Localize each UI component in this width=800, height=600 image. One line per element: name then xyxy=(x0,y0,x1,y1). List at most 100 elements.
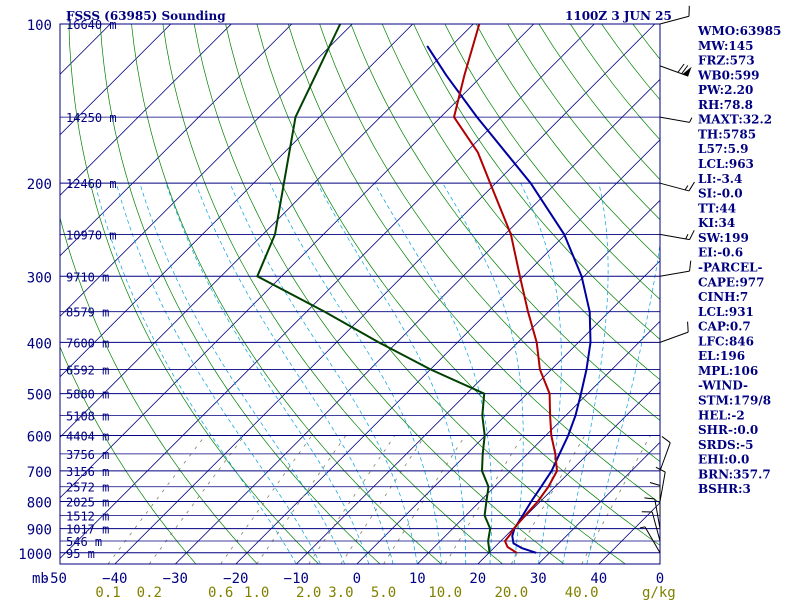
temperature-tick-label: 40 xyxy=(590,571,607,587)
index-value: MPL:106 xyxy=(698,364,758,378)
wind-barb xyxy=(641,511,661,542)
height-label: 12460 m xyxy=(66,177,117,191)
height-label: 14250 m xyxy=(66,111,117,125)
dry-adiabat-line xyxy=(413,24,660,340)
temperature-tick-label: 0 xyxy=(353,571,361,587)
index-value: CINH:7 xyxy=(698,290,748,304)
height-label: 16640 m xyxy=(66,18,117,32)
height-label: 10970 m xyxy=(66,228,117,242)
mixing-ratio-line xyxy=(510,435,586,564)
index-value: BRN:357.7 xyxy=(698,467,771,481)
height-label: 7600 m xyxy=(66,336,109,350)
mixing-ratio-line xyxy=(107,435,206,564)
index-value: WB0:599 xyxy=(697,68,759,82)
dry-adiabat-line xyxy=(570,24,660,141)
temperature-tick-label: 30 xyxy=(530,571,547,587)
index-value: STM:179/8 xyxy=(698,394,771,408)
pressure-label: 100 xyxy=(27,18,52,34)
height-label: 95 m xyxy=(66,547,95,561)
index-value: EL:196 xyxy=(698,349,745,363)
index-value: BSHR:3 xyxy=(698,482,751,496)
dry-adiabat-line xyxy=(381,24,660,381)
isotherm-line xyxy=(114,24,656,564)
sounding-time: 1100Z 3 JUN 25 xyxy=(565,9,672,23)
height-label: 546 m xyxy=(66,535,102,549)
pressure-label: 200 xyxy=(27,177,52,193)
dry-adiabat-line xyxy=(758,24,800,564)
mixing-ratio-label: 2.0 xyxy=(296,585,321,600)
temperature-tick-label: −20 xyxy=(223,571,248,587)
temperature-tick-label: -50 xyxy=(42,571,67,587)
index-value: TT:44 xyxy=(698,201,736,215)
dry-adiabat-line xyxy=(319,24,660,462)
index-value: SRDS:-5 xyxy=(698,438,753,452)
mixing-ratio-label: 20.0 xyxy=(494,585,528,600)
mixing-ratio-unit: g/kg xyxy=(642,585,676,600)
pressure-label: 700 xyxy=(27,465,52,481)
dry-adiabat-line xyxy=(287,24,660,504)
pressure-label: 400 xyxy=(27,336,52,352)
isotherm-line xyxy=(60,24,595,559)
moist-adiabat-line xyxy=(139,183,346,564)
dry-adiabat-line xyxy=(225,24,626,564)
wind-barb xyxy=(659,181,695,192)
indices-panel: WMO:63985MW:145FRZ:573WB0:599PW:2.20RH:7… xyxy=(697,24,781,496)
mixing-ratio-label: 10.0 xyxy=(428,585,462,600)
dry-adiabat-line xyxy=(131,24,442,564)
index-value: SI:-0.0 xyxy=(698,187,743,201)
isotherm-line xyxy=(356,260,660,564)
isotherm-line xyxy=(60,24,535,499)
wind-barb xyxy=(655,466,666,502)
index-value: TH:5785 xyxy=(698,127,756,141)
temperature-tick-label: −40 xyxy=(102,571,127,587)
height-label: 2572 m xyxy=(66,481,109,495)
height-label: 3156 m xyxy=(66,465,109,479)
isotherm-line xyxy=(60,24,414,378)
index-value: L57:5.9 xyxy=(698,142,748,156)
mixing-ratio-label: 40.0 xyxy=(565,585,599,600)
mixing-ratio-label: 5.0 xyxy=(371,585,396,600)
pressure-label: 800 xyxy=(27,496,52,512)
wind-barb xyxy=(659,116,693,123)
height-label: 9710 m xyxy=(66,270,109,284)
wind-barb xyxy=(644,497,661,529)
height-label: 8579 m xyxy=(66,306,109,320)
moist-adiabat-line xyxy=(94,183,297,564)
index-value: CAPE:977 xyxy=(698,275,765,289)
wind-barb xyxy=(659,321,689,343)
isotherm-line xyxy=(60,24,293,257)
isotherm-line xyxy=(538,441,660,564)
moist-adiabat-line xyxy=(374,183,493,564)
temperature-line xyxy=(452,24,559,554)
station-title: FSSS (63985) Sounding xyxy=(66,9,226,23)
isotherm-line xyxy=(417,320,660,564)
isotherm-line xyxy=(235,139,660,564)
mixing-ratio-line xyxy=(220,435,313,564)
moist-adiabat-line xyxy=(116,183,321,564)
dry-adiabat-line xyxy=(193,24,565,564)
wind-barbs xyxy=(639,5,695,554)
height-label: 3756 m xyxy=(66,448,109,462)
height-label: 1512 m xyxy=(66,509,109,523)
dry-adiabat-line xyxy=(99,24,381,564)
index-value: HEL:-2 xyxy=(698,408,745,422)
corner-label: 0 xyxy=(656,571,664,587)
index-value: -WIND- xyxy=(698,379,748,393)
wind-barb xyxy=(639,526,661,554)
dry-adiabat-line xyxy=(444,24,660,300)
profiles xyxy=(256,24,592,554)
index-value: KI:34 xyxy=(698,216,735,230)
pressure-label: 600 xyxy=(27,429,52,445)
index-value: -PARCEL- xyxy=(698,260,763,274)
height-label: 2025 m xyxy=(66,496,109,510)
moist-adiabat-line xyxy=(229,183,418,564)
dry-adiabat-line xyxy=(162,24,503,564)
wind-barb xyxy=(659,63,692,77)
moist-adiabat-line xyxy=(520,183,562,564)
mixing-ratio-line xyxy=(581,435,651,564)
index-value: LCL:931 xyxy=(698,305,754,319)
moist-adiabat-line xyxy=(586,241,660,564)
isotherm-line xyxy=(60,24,172,136)
pressure-label: 300 xyxy=(27,270,52,286)
index-value: LFC:846 xyxy=(698,334,754,348)
